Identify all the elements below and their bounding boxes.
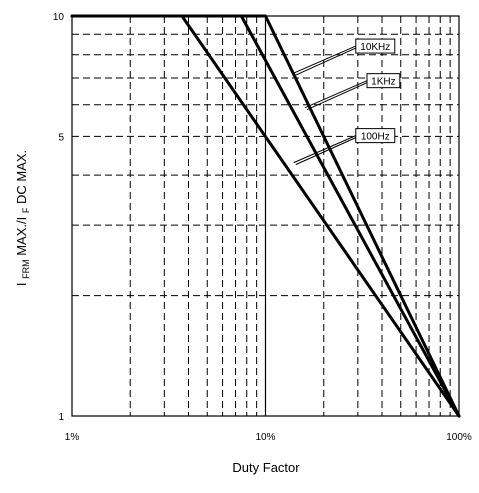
callout-leader-100hz bbox=[295, 137, 356, 166]
series-label-100hz: 100Hz bbox=[361, 132, 390, 143]
x-axis-title: Duty Factor bbox=[232, 460, 300, 475]
axes: 1% 10% 100% 1 5 10 bbox=[53, 12, 472, 443]
series-callouts: 10KHz 1KHz 100Hz bbox=[293, 38, 401, 166]
callout-box-100hz bbox=[355, 128, 396, 144]
callout-leader-10khz bbox=[295, 47, 356, 76]
x-tick-label: 1% bbox=[65, 432, 80, 443]
callout-leader-100hz bbox=[293, 135, 356, 164]
y-axis-title-subscript: FRM bbox=[21, 259, 31, 279]
y-axis-title-subscript: F bbox=[21, 207, 31, 213]
grid-lines bbox=[72, 16, 459, 416]
y-axis-title-part: MAX./I bbox=[14, 217, 29, 256]
callout-leader-1khz bbox=[306, 82, 368, 111]
y-axis-title: I FRM MAX./I F DC MAX. bbox=[14, 150, 32, 286]
y-tick-label: 1 bbox=[58, 412, 64, 423]
y-tick-label: 10 bbox=[53, 12, 65, 23]
y-axis-title-part: I bbox=[14, 283, 29, 287]
callout-leader-1khz bbox=[304, 80, 368, 109]
series-label-1khz: 1KHz bbox=[371, 77, 395, 88]
x-tick-label: 100% bbox=[446, 432, 472, 443]
y-tick-label: 5 bbox=[58, 132, 64, 143]
x-tick-label: 10% bbox=[255, 432, 275, 443]
plot-frame bbox=[71, 15, 460, 417]
y-axis-title-part: DC MAX. bbox=[14, 150, 29, 204]
series-label-10khz: 10KHz bbox=[360, 42, 390, 53]
callout-box-1khz bbox=[366, 73, 401, 89]
callout-box-10khz bbox=[355, 38, 396, 54]
callout-leader-10khz bbox=[293, 45, 356, 74]
